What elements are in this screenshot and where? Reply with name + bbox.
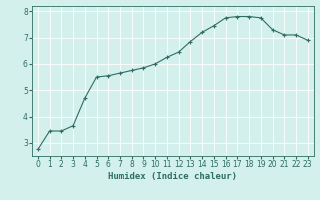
X-axis label: Humidex (Indice chaleur): Humidex (Indice chaleur): [108, 172, 237, 181]
